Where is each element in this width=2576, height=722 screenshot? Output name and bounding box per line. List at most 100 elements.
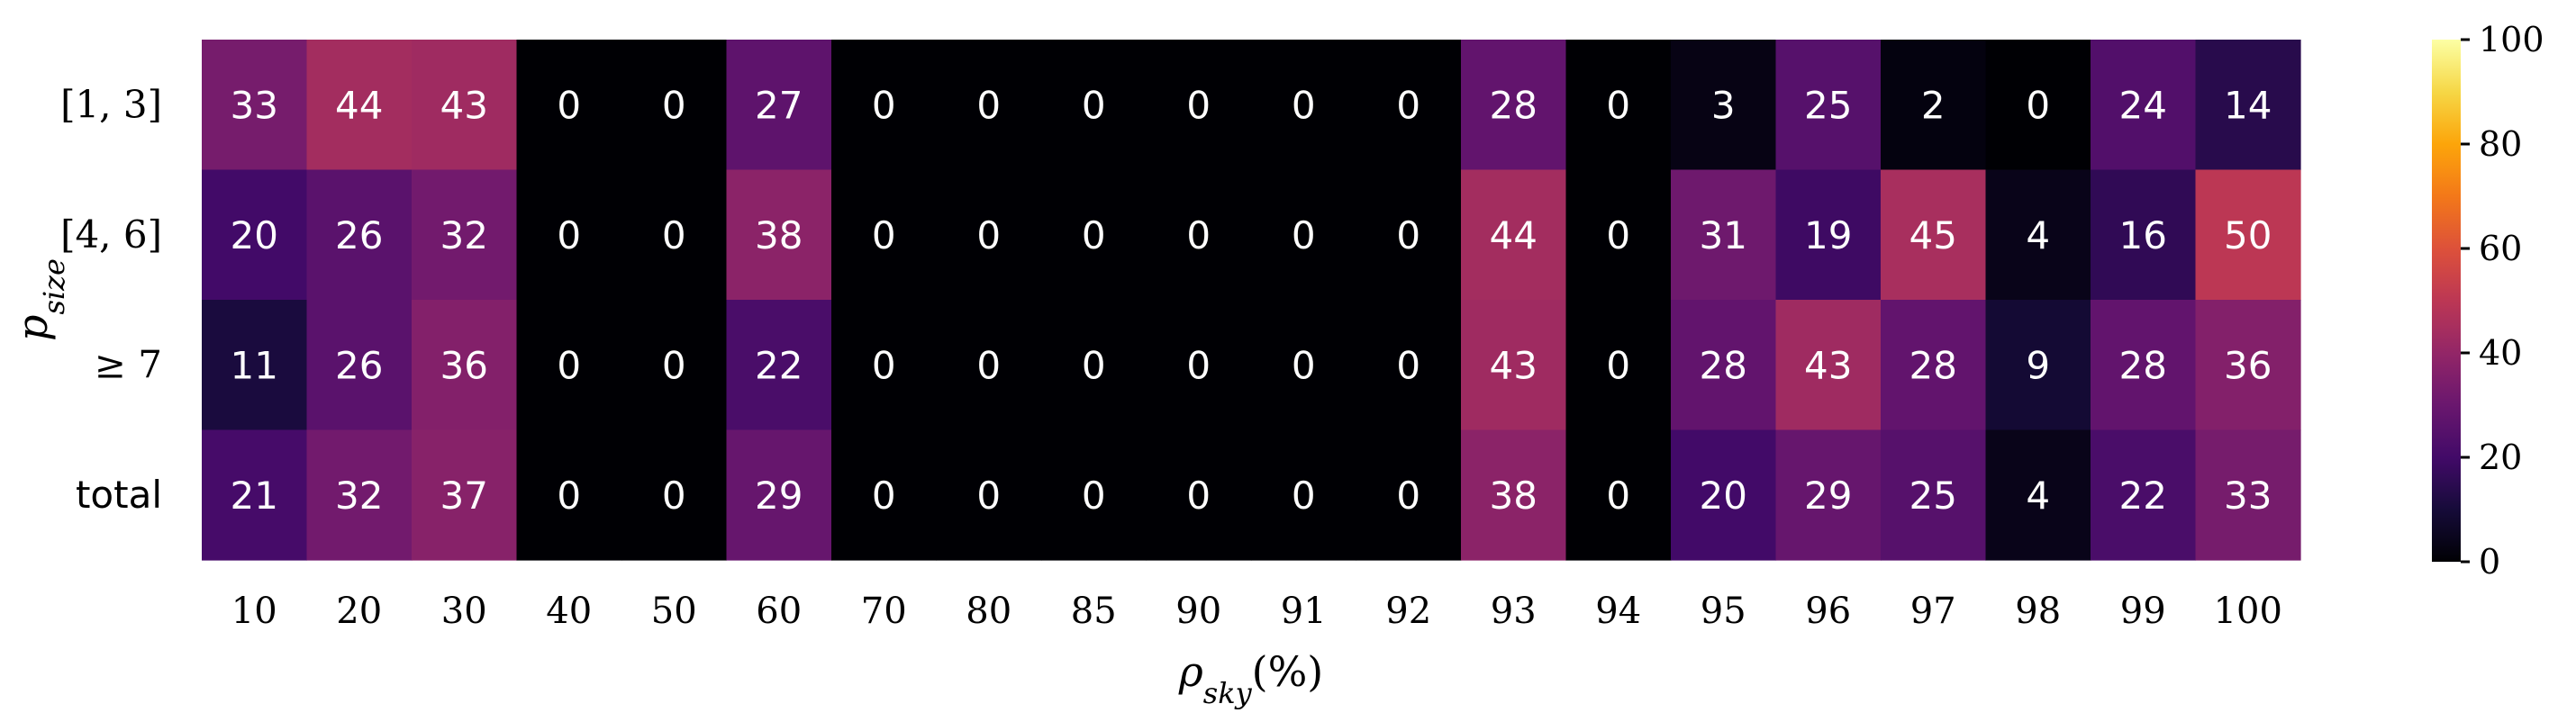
cell-value-label: 43 — [1490, 343, 1537, 387]
heatmap-cell — [1461, 429, 1567, 561]
heatmap-cell — [1775, 300, 1882, 431]
heatmap-cell — [516, 40, 622, 171]
column-label: 94 — [1595, 591, 1641, 632]
heatmap-cell — [1356, 169, 1462, 301]
heatmap-cell — [621, 429, 728, 561]
heatmap-cell — [1671, 429, 1777, 561]
cell-value-label: 0 — [872, 83, 896, 127]
cell-value-label: 43 — [440, 83, 488, 127]
heatmap-cell — [936, 429, 1042, 561]
heatmap-cell — [2091, 40, 2197, 171]
cell-value-label: 28 — [1909, 343, 1957, 387]
column-label: 90 — [1175, 591, 1221, 632]
cell-value-label: 0 — [1292, 474, 1316, 518]
cell-value-label: 20 — [231, 213, 278, 257]
heatmap-cell — [412, 300, 518, 431]
cell-value-label: 0 — [1292, 83, 1316, 127]
cell-value-label: 29 — [1804, 474, 1852, 518]
cell-value-label: 0 — [1396, 83, 1420, 127]
y-axis-title: psize — [8, 258, 71, 341]
colorbar-gradient — [2432, 40, 2461, 562]
cell-value-label: 0 — [872, 213, 896, 257]
heatmap-cell — [1565, 300, 1672, 431]
cell-value-label: 0 — [1186, 213, 1211, 257]
cell-value-label: 31 — [1700, 213, 1747, 257]
heatmap-cell — [1146, 300, 1252, 431]
cell-value-label: 28 — [1490, 83, 1537, 127]
column-label: 85 — [1071, 591, 1117, 632]
heatmap-cell — [936, 169, 1042, 301]
heatmap-cell — [1251, 40, 1357, 171]
cell-value-label: 38 — [755, 213, 803, 257]
heatmap-cell — [2091, 300, 2197, 431]
cell-value-label: 21 — [231, 474, 278, 518]
column-label: 40 — [546, 591, 592, 632]
heatmap-cell — [831, 300, 938, 431]
heatmap-cell — [1881, 429, 1987, 561]
cell-value-label: 0 — [1396, 213, 1420, 257]
cell-value-label: 0 — [557, 343, 581, 387]
cell-value-label: 0 — [662, 83, 686, 127]
heatmap-cell — [1775, 429, 1882, 561]
heatmap-cell — [2091, 169, 2197, 301]
cell-value-label: 4 — [2026, 474, 2050, 518]
heatmap-cell — [1671, 300, 1777, 431]
cell-value-label: 0 — [976, 474, 1001, 518]
column-label: 70 — [861, 591, 907, 632]
column-label: 91 — [1281, 591, 1327, 632]
colorbar-tick-label: 40 — [2479, 333, 2522, 373]
cell-value-label: 4 — [2026, 213, 2050, 257]
column-label: 98 — [2015, 591, 2061, 632]
column-labels: 10 20 30 40 50 60 70 80 85 90 91 92 93 94 95 96 97 98 99 10… — [231, 591, 2282, 632]
heatmap-cell — [1461, 300, 1567, 431]
cell-value-label: 28 — [2119, 343, 2167, 387]
heatmap-cell — [1985, 40, 2091, 171]
cell-value-label: 0 — [1186, 343, 1211, 387]
cell-value-label: 45 — [1909, 213, 1957, 257]
heatmap-cell — [1775, 40, 1882, 171]
cell-value-label: 36 — [440, 343, 488, 387]
heatmap-cell — [936, 300, 1042, 431]
column-label: 99 — [2120, 591, 2166, 632]
heatmap-cell — [726, 429, 832, 561]
heatmap-cell — [1146, 40, 1252, 171]
heatmap-cell — [202, 40, 308, 171]
heatmap-cell — [516, 429, 622, 561]
cell-value-label: 22 — [2119, 474, 2167, 518]
cell-value-label: 0 — [662, 343, 686, 387]
cell-value-label: 14 — [2224, 83, 2272, 127]
column-label: 30 — [441, 591, 487, 632]
cell-value-label: 11 — [231, 343, 278, 387]
cell-value-label: 0 — [1186, 474, 1211, 518]
colorbar-tick-label: 100 — [2479, 20, 2544, 59]
cell-value-label: 32 — [440, 213, 488, 257]
heatmap-cell — [1356, 40, 1462, 171]
cell-value-label: 16 — [2119, 213, 2167, 257]
cell-value-label: 0 — [1396, 474, 1420, 518]
cell-value-label: 28 — [1700, 343, 1747, 387]
column-label: 80 — [966, 591, 1011, 632]
colorbar: 0 20 40 60 80 100 — [2432, 20, 2544, 582]
heatmap-cell — [1251, 429, 1357, 561]
column-label: 100 — [2214, 591, 2282, 632]
heatmap-cell — [1565, 429, 1672, 561]
cell-value-label: 0 — [1606, 213, 1630, 257]
heatmap-cell — [1775, 169, 1882, 301]
heatmap-cell — [1881, 300, 1987, 431]
cell-value-label: 0 — [976, 83, 1001, 127]
heatmap-cell — [306, 40, 413, 171]
cell-value-label: 0 — [1396, 343, 1420, 387]
cell-value-label: 0 — [1606, 343, 1630, 387]
heatmap-cell — [831, 169, 938, 301]
heatmap-cell — [202, 429, 308, 561]
heatmap-cell — [1985, 429, 2091, 561]
column-label: 10 — [231, 591, 277, 632]
heatmap-cell — [2195, 429, 2301, 561]
cell-value-label: 19 — [1804, 213, 1852, 257]
heatmap-cell — [1041, 40, 1147, 171]
cell-value-label: 0 — [662, 213, 686, 257]
heatmap-cell — [1461, 40, 1567, 171]
heatmap-cell — [726, 300, 832, 431]
cell-value-label: 9 — [2026, 343, 2050, 387]
